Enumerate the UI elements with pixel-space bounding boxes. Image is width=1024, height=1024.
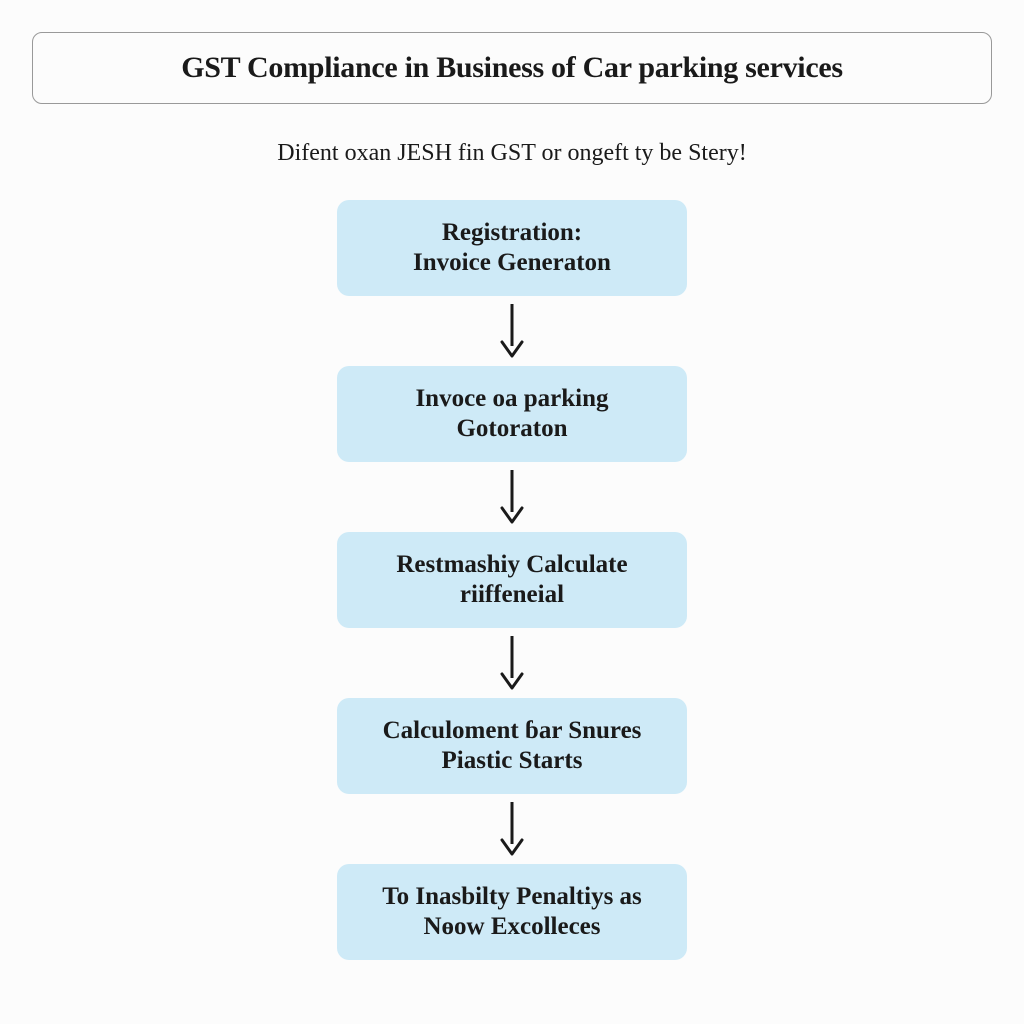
node-line-1: Registration: bbox=[367, 218, 657, 248]
page-title: GST Compliance in Business of Car parkin… bbox=[57, 51, 967, 85]
node-line-1: Restmashiy Calculate bbox=[367, 550, 657, 580]
flowchart-node: Invoce oa parking Gotoraton bbox=[337, 366, 687, 462]
node-line-1: To Inasbilty Penaltiys as bbox=[367, 882, 657, 912]
node-line-2: Gotoraton bbox=[367, 414, 657, 444]
flowchart-node: Restmashiy Calculate riiffeneial bbox=[337, 532, 687, 628]
node-line-2: Nөow Excolleces bbox=[367, 912, 657, 942]
flowchart-node: To Inasbilty Penaltiys as Nөow Excollece… bbox=[337, 864, 687, 960]
flowchart-node: Registration: Invoice Generaton bbox=[337, 200, 687, 296]
flowchart-container: Registration: Invoice Generaton Invoce o… bbox=[0, 200, 1024, 960]
node-line-1: Calculoment ɓar Snures bbox=[367, 716, 657, 746]
node-line-2: Piastic Starts bbox=[367, 746, 657, 776]
node-line-1: Invoce oa parking bbox=[367, 384, 657, 414]
title-box: GST Compliance in Business of Car parkin… bbox=[32, 32, 992, 104]
flowchart-node: Calculoment ɓar Snures Piastic Starts bbox=[337, 698, 687, 794]
node-line-2: riiffeneial bbox=[367, 580, 657, 610]
subtitle-text: Difent oxan JESH fin GST or ongeft ty be… bbox=[0, 140, 1024, 167]
node-line-2: Invoice Generaton bbox=[367, 248, 657, 278]
arrow-down-icon bbox=[497, 296, 527, 366]
arrow-down-icon bbox=[497, 462, 527, 532]
arrow-down-icon bbox=[497, 628, 527, 698]
arrow-down-icon bbox=[497, 794, 527, 864]
